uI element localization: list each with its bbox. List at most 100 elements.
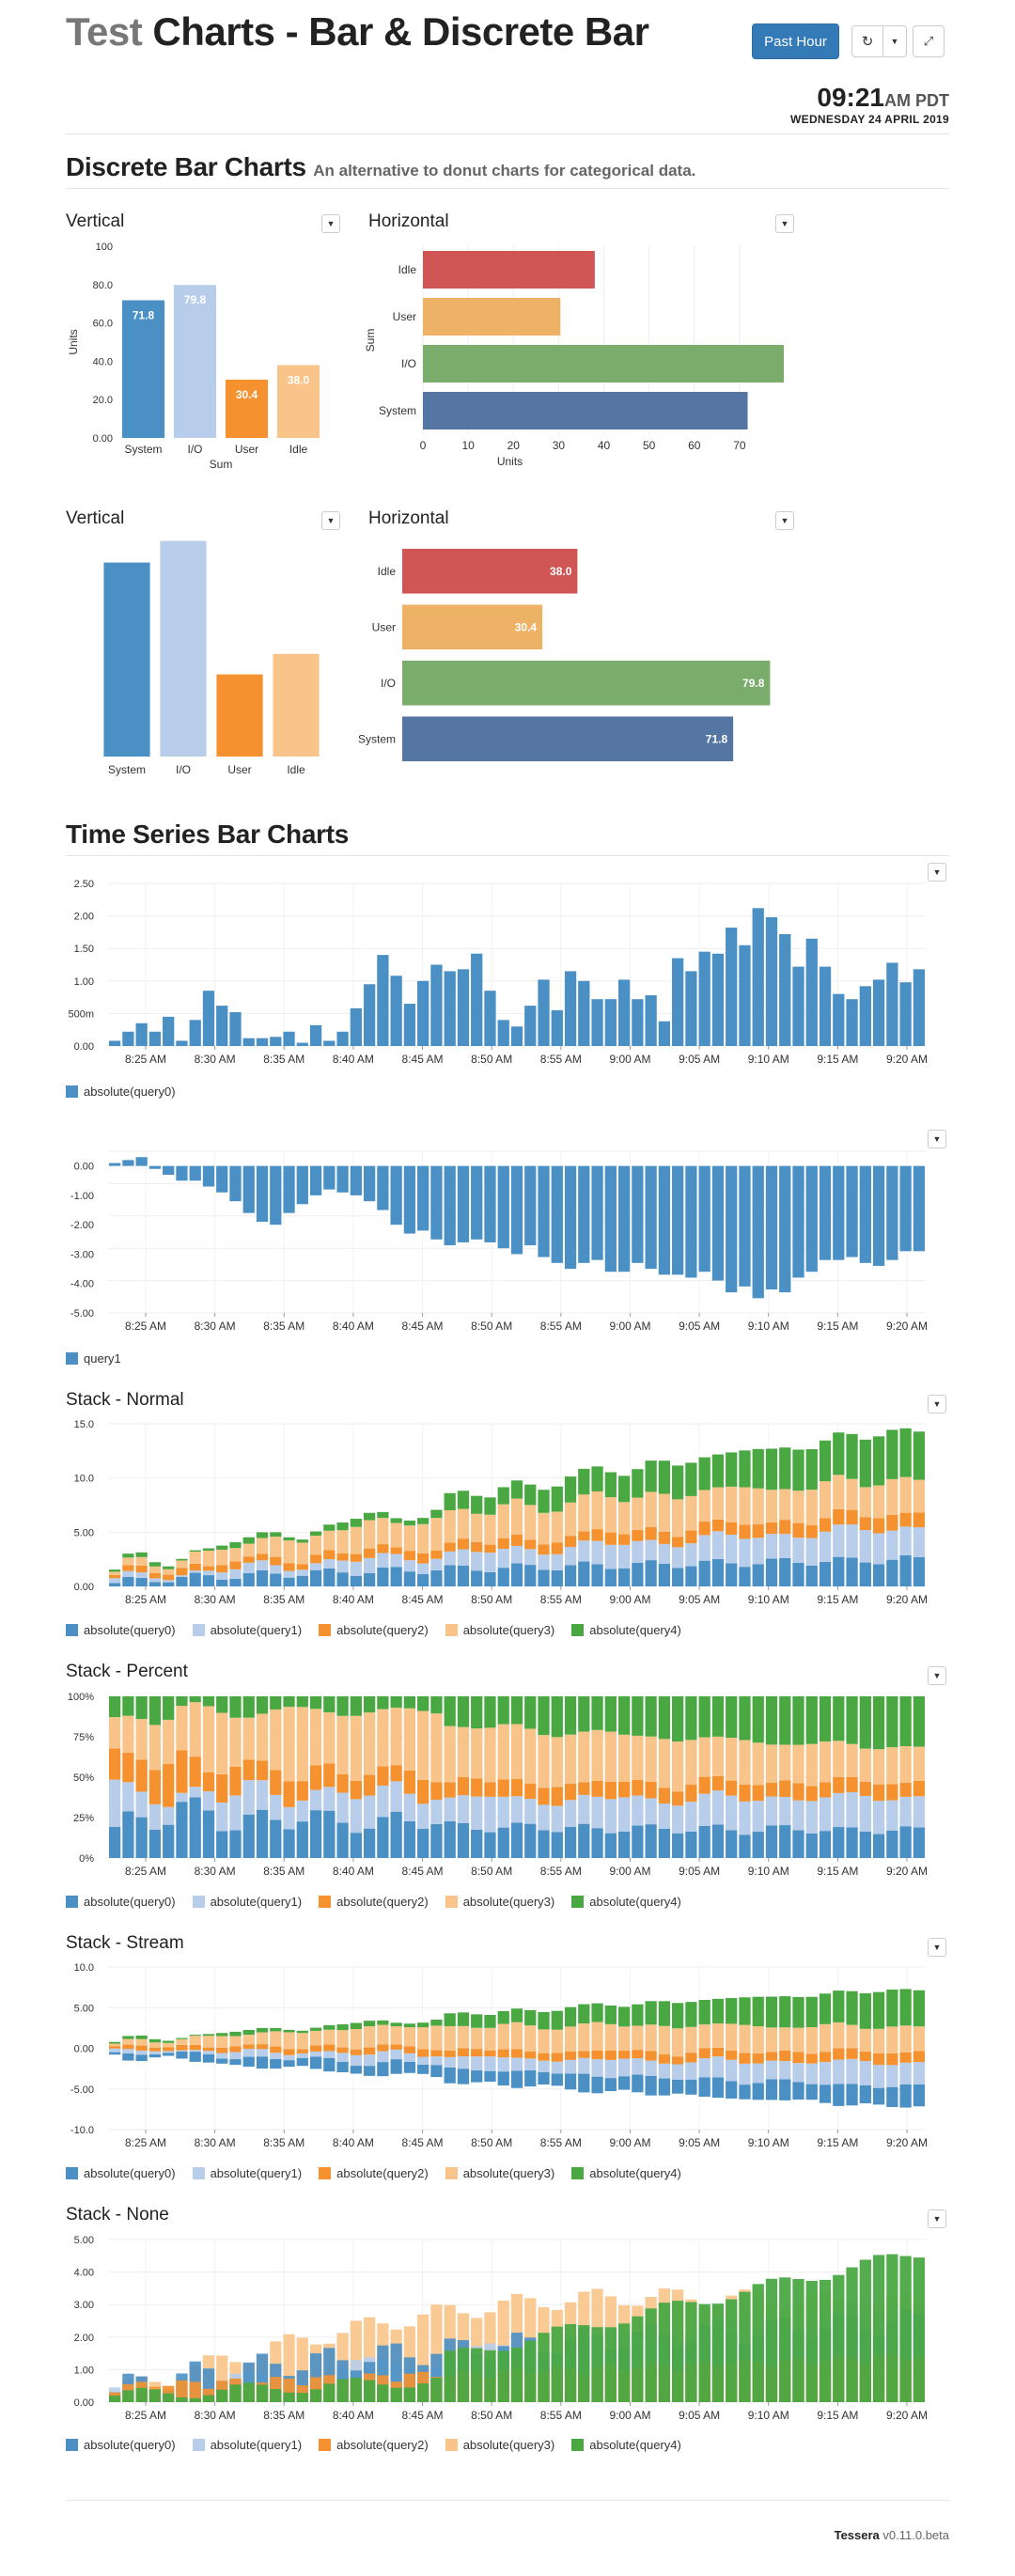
panel-title: Vertical	[66, 508, 125, 528]
bar-segment	[604, 1799, 617, 1834]
legend-label: absolute(query1)	[210, 1895, 303, 1909]
legend-item[interactable]: absolute(query4)	[571, 2438, 681, 2452]
bar-segment	[672, 2064, 684, 2080]
legend-item[interactable]: absolute(query1)	[192, 1623, 302, 1637]
bar-segment	[672, 1537, 684, 1548]
bar-segment	[524, 2025, 537, 2052]
legend-item[interactable]: absolute(query2)	[319, 2438, 429, 2452]
bar-segment	[256, 2044, 269, 2050]
legend-item[interactable]: absolute(query0)	[66, 2166, 176, 2180]
bar	[859, 1165, 871, 1263]
legend-swatch	[571, 1624, 585, 1636]
x-tick-label: 8:40 AM	[333, 1319, 374, 1333]
panel-menu-button[interactable]: ▼	[928, 1395, 946, 1413]
legend-item[interactable]: absolute(query2)	[319, 2166, 429, 2180]
bar-segment	[471, 1696, 483, 1729]
legend-item[interactable]: absolute(query3)	[445, 1623, 554, 1637]
panel-menu-button[interactable]: ▼	[775, 214, 794, 233]
legend-item[interactable]: absolute(query1)	[192, 1895, 303, 1909]
y-tick-label: 60.0	[93, 319, 113, 330]
bar-segment	[363, 1828, 376, 1858]
refresh-dropdown-button[interactable]: ▼	[882, 25, 907, 57]
bar-segment	[632, 2074, 644, 2093]
panel-menu-button[interactable]: ▼	[928, 1938, 946, 1957]
legend-item[interactable]: absolute(query3)	[445, 1895, 554, 1909]
bar-segment	[726, 1522, 738, 1535]
x-tick-label: 8:25 AM	[125, 2136, 166, 2149]
bar-segment	[551, 1542, 563, 1554]
bar-segment	[510, 2348, 523, 2402]
bar-segment	[135, 2045, 148, 2051]
bar-segment	[363, 2026, 376, 2048]
panel-menu-button[interactable]: ▼	[321, 511, 340, 530]
legend-item[interactable]: absolute(query2)	[319, 1895, 429, 1909]
footer-brand: Tessera	[834, 2528, 880, 2542]
bar-segment	[430, 2056, 443, 2066]
bar-segment	[390, 2049, 402, 2060]
legend-item[interactable]: absolute(query4)	[571, 2166, 681, 2180]
bar-segment	[242, 1814, 255, 1858]
bar-segment	[471, 2056, 483, 2071]
bar-segment	[444, 2050, 456, 2057]
panel-menu-button[interactable]: ▼	[928, 1130, 946, 1148]
bar-segment	[711, 1487, 725, 1520]
bar-segment	[632, 2050, 644, 2059]
bar-segment	[323, 2057, 336, 2072]
refresh-button[interactable]: ↻	[851, 25, 883, 57]
bar-segment	[176, 1558, 188, 1561]
legend-item[interactable]: absolute(query0)	[66, 1085, 176, 1099]
legend-item[interactable]: absolute(query0)	[66, 1895, 176, 1909]
panel-menu-button[interactable]: ▼	[775, 511, 794, 530]
panel-menu-button[interactable]: ▼	[928, 863, 946, 882]
bar-segment	[242, 2382, 255, 2402]
bar-segment	[377, 1518, 389, 1545]
bar-segment	[202, 1566, 215, 1571]
bar-segment	[524, 2051, 537, 2059]
panel-menu-button[interactable]: ▼	[928, 2209, 946, 2228]
x-tick-label: 9:15 AM	[817, 1319, 858, 1333]
legend-item[interactable]: absolute(query1)	[192, 2166, 302, 2180]
legend-item[interactable]: query1	[66, 1351, 121, 1366]
bar-segment	[163, 2047, 175, 2052]
bar-segment	[457, 1777, 470, 1796]
past-hour-button[interactable]: Past Hour	[752, 23, 839, 59]
bar-segment	[350, 1561, 362, 1576]
legend-swatch	[319, 2167, 332, 2179]
legend-item[interactable]: absolute(query2)	[319, 1623, 429, 1637]
bar-segment	[323, 1524, 336, 1531]
bar-segment	[336, 1530, 349, 1553]
legend-item[interactable]: absolute(query4)	[571, 1623, 681, 1637]
legend-item[interactable]: absolute(query4)	[571, 1895, 681, 1909]
x-tick-label: 8:40 AM	[333, 2409, 374, 2422]
bar-segment	[417, 2056, 429, 2065]
bar-segment	[698, 2024, 710, 2049]
legend-item[interactable]: absolute(query0)	[66, 2438, 176, 2452]
bar-segment	[591, 1696, 603, 1730]
bar-segment	[711, 1775, 725, 1791]
bar-segment	[805, 1786, 818, 1802]
bar-segment	[163, 2053, 175, 2056]
bar-segment	[417, 1563, 429, 1574]
bar-segment	[202, 1810, 215, 1858]
divider	[66, 188, 949, 189]
legend-item[interactable]: absolute(query1)	[192, 2438, 302, 2452]
bar	[739, 1165, 751, 1287]
bar-segment	[189, 2035, 201, 2037]
bar-segment	[886, 2086, 898, 2107]
caret-down-icon: ▼	[780, 219, 789, 228]
legend-item[interactable]: absolute(query0)	[66, 1623, 176, 1637]
x-tick-label: 8:35 AM	[263, 1319, 304, 1333]
panel-menu-button[interactable]: ▼	[928, 1666, 946, 1685]
bar	[604, 1165, 617, 1272]
fullscreen-button[interactable]: ⤢	[913, 25, 945, 57]
bar-segment	[283, 1537, 295, 1541]
bar-segment	[886, 1559, 898, 1586]
bar-segment	[363, 1548, 376, 1558]
bar-segment	[819, 2023, 832, 2053]
panel-menu-button[interactable]: ▼	[321, 214, 340, 233]
bar	[726, 928, 738, 1046]
legend-item[interactable]: absolute(query3)	[445, 2438, 554, 2452]
legend-item[interactable]: absolute(query3)	[445, 2166, 554, 2180]
bar-segment	[833, 1524, 845, 1557]
x-tick-label: User	[235, 443, 258, 456]
